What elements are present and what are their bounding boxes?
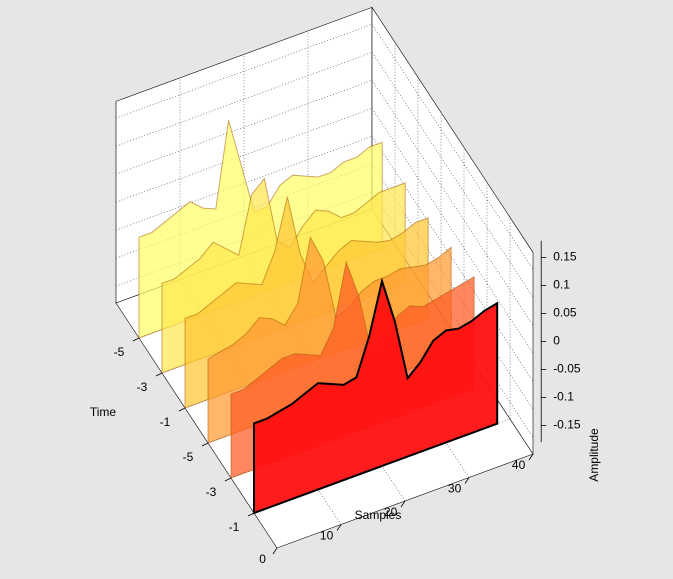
z-tick-label: -0.05: [553, 362, 581, 376]
x-tick: [528, 453, 534, 461]
x-tick-label: 20: [384, 505, 398, 519]
z-tick-label: 0.1: [553, 278, 570, 292]
x-axis-label: Samples: [355, 508, 402, 522]
y-axis-label: Time: [90, 405, 117, 419]
y-tick: [155, 372, 163, 377]
grid-line: [115, 107, 534, 354]
grid-line: [115, 79, 534, 326]
grid-line: [115, 51, 534, 298]
z-axis-label: Amplitude: [587, 428, 601, 482]
z-tick-label: 0: [553, 334, 560, 348]
x-tick: [272, 547, 278, 555]
y-tick-label: -3: [206, 485, 217, 499]
z-tick-label: -0.1: [553, 390, 574, 404]
y-tick: [224, 477, 232, 482]
x-tick: [464, 477, 470, 484]
x-tick-label: 0: [259, 552, 266, 566]
y-tick: [201, 442, 209, 447]
y-tick-label: -5: [114, 345, 125, 359]
y-tick: [132, 337, 140, 342]
x-tick-label: 40: [512, 458, 526, 472]
y-tick: [178, 407, 186, 412]
plot-area: 0 10 20 30 40 -0.15 -0.1 -0.05 0 0.05 0.1 0.15 -1 -3 -…: [114, 6, 581, 566]
x-tick: [336, 524, 342, 531]
y-tick-label: -1: [229, 520, 240, 534]
x-tick-label: 30: [448, 482, 462, 496]
x-tick-label: 10: [320, 529, 334, 543]
y-tick-label: -1: [160, 415, 171, 429]
z-tick-label: -0.15: [553, 418, 581, 432]
grid-line: [115, 135, 534, 382]
slice: [253, 277, 499, 515]
y-tick-label: -3: [137, 380, 148, 394]
z-tick-label: 0.05: [553, 306, 577, 320]
z-tick-label: 0.15: [553, 250, 577, 264]
grid-line: [115, 23, 534, 270]
x-tick: [400, 500, 406, 508]
y-tick-label: -5: [183, 450, 194, 464]
